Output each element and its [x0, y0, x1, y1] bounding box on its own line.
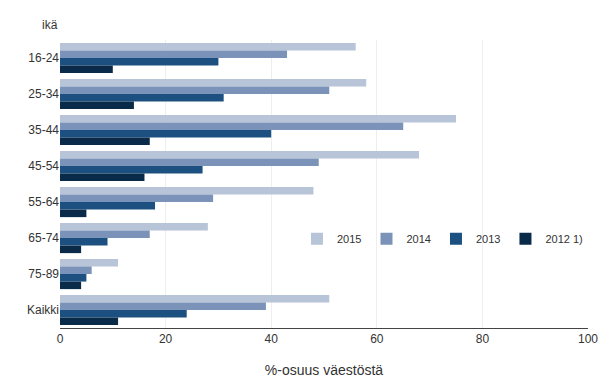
- svg-text:0: 0: [57, 332, 64, 346]
- svg-text:65-74: 65-74: [28, 231, 59, 245]
- svg-text:Kaikki: Kaikki: [27, 303, 59, 317]
- svg-text:35-44: 35-44: [28, 123, 59, 137]
- svg-text:75-89: 75-89: [28, 267, 59, 281]
- svg-text:55-64: 55-64: [28, 195, 59, 209]
- svg-text:ikä: ikä: [42, 18, 58, 32]
- svg-text:16-24: 16-24: [28, 51, 59, 65]
- svg-text:40: 40: [265, 332, 279, 346]
- svg-text:20: 20: [159, 332, 173, 346]
- svg-text:100: 100: [578, 332, 598, 346]
- svg-text:2015: 2015: [337, 233, 361, 245]
- svg-text:2012 1): 2012 1): [545, 233, 582, 245]
- svg-text:25-34: 25-34: [28, 87, 59, 101]
- svg-text:%-osuus väestöstä: %-osuus väestöstä: [265, 362, 383, 378]
- svg-text:60: 60: [370, 332, 384, 346]
- svg-text:2013: 2013: [476, 233, 500, 245]
- svg-text:80: 80: [476, 332, 490, 346]
- svg-text:45-54: 45-54: [28, 159, 59, 173]
- svg-text:2014: 2014: [406, 233, 430, 245]
